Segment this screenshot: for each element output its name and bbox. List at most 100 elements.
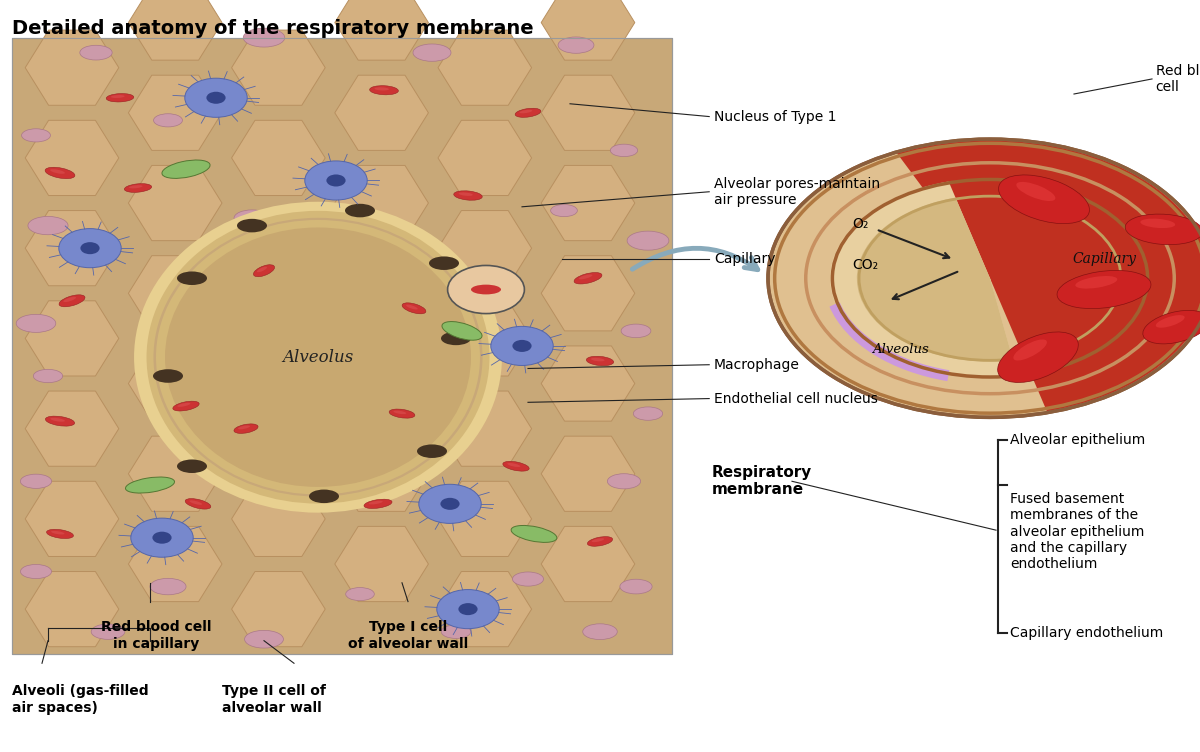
Polygon shape <box>438 481 532 556</box>
Ellipse shape <box>190 500 202 505</box>
Polygon shape <box>128 346 222 421</box>
Ellipse shape <box>998 175 1090 223</box>
Ellipse shape <box>20 565 52 578</box>
Ellipse shape <box>634 407 662 420</box>
Ellipse shape <box>1126 214 1200 244</box>
Polygon shape <box>128 256 222 331</box>
Polygon shape <box>232 301 325 376</box>
Circle shape <box>458 603 478 615</box>
Text: Capillary endothelium: Capillary endothelium <box>1010 626 1164 640</box>
Ellipse shape <box>458 193 473 196</box>
Text: Red blood cell
in capillary: Red blood cell in capillary <box>101 620 211 650</box>
Circle shape <box>206 92 226 104</box>
Polygon shape <box>438 572 532 647</box>
Ellipse shape <box>128 185 143 188</box>
Ellipse shape <box>1016 182 1055 201</box>
Polygon shape <box>232 120 325 196</box>
Text: Capillary: Capillary <box>714 253 775 266</box>
Ellipse shape <box>587 356 613 365</box>
Ellipse shape <box>47 529 73 538</box>
Ellipse shape <box>402 303 426 314</box>
Ellipse shape <box>162 160 210 178</box>
Ellipse shape <box>91 624 125 639</box>
Ellipse shape <box>1057 271 1151 308</box>
Text: Fused basement
membranes of the
alveolar epithelium
and the capillary
endotheliu: Fused basement membranes of the alveolar… <box>1010 493 1145 571</box>
Ellipse shape <box>406 305 418 310</box>
Text: Type I cell
of alveolar wall: Type I cell of alveolar wall <box>348 620 468 650</box>
Ellipse shape <box>50 169 65 174</box>
Ellipse shape <box>138 207 498 508</box>
Ellipse shape <box>454 191 482 200</box>
Text: Alveolus: Alveolus <box>282 349 354 365</box>
Text: Nucleus of Type 1: Nucleus of Type 1 <box>714 110 836 123</box>
Ellipse shape <box>590 358 605 361</box>
Polygon shape <box>232 481 325 556</box>
Polygon shape <box>438 301 532 376</box>
Ellipse shape <box>20 475 52 488</box>
Polygon shape <box>541 526 635 602</box>
Ellipse shape <box>430 256 458 270</box>
Polygon shape <box>541 165 635 241</box>
Ellipse shape <box>80 45 112 60</box>
Ellipse shape <box>551 205 577 217</box>
Polygon shape <box>232 572 325 647</box>
Circle shape <box>440 498 460 510</box>
Ellipse shape <box>52 531 65 535</box>
Circle shape <box>419 484 481 523</box>
Text: CO₂: CO₂ <box>852 258 878 271</box>
Ellipse shape <box>374 87 389 90</box>
Ellipse shape <box>17 314 55 332</box>
Ellipse shape <box>511 526 557 542</box>
Text: O₂: O₂ <box>852 217 869 231</box>
Polygon shape <box>438 120 532 196</box>
Circle shape <box>152 532 172 544</box>
Ellipse shape <box>583 624 617 639</box>
Ellipse shape <box>346 204 374 217</box>
Circle shape <box>131 518 193 557</box>
Ellipse shape <box>310 490 340 503</box>
Ellipse shape <box>515 108 541 117</box>
Polygon shape <box>541 346 635 421</box>
Ellipse shape <box>628 231 668 250</box>
Ellipse shape <box>592 538 604 542</box>
Polygon shape <box>335 0 428 60</box>
Ellipse shape <box>442 322 482 340</box>
Polygon shape <box>541 75 635 150</box>
Polygon shape <box>128 0 222 60</box>
Ellipse shape <box>442 332 470 345</box>
Ellipse shape <box>364 499 392 508</box>
Text: Capillary: Capillary <box>1072 253 1136 266</box>
Ellipse shape <box>178 459 208 473</box>
Circle shape <box>768 139 1200 417</box>
Polygon shape <box>232 391 325 466</box>
Ellipse shape <box>234 210 270 226</box>
Polygon shape <box>128 165 222 241</box>
Text: Alveolar epithelium: Alveolar epithelium <box>1010 433 1146 447</box>
Ellipse shape <box>234 424 258 433</box>
Ellipse shape <box>46 416 74 426</box>
Ellipse shape <box>512 572 544 586</box>
Polygon shape <box>25 301 119 376</box>
Ellipse shape <box>28 217 68 235</box>
Ellipse shape <box>244 28 284 47</box>
Ellipse shape <box>107 93 133 102</box>
Ellipse shape <box>245 630 283 648</box>
Ellipse shape <box>442 625 470 638</box>
Ellipse shape <box>1075 276 1117 289</box>
Ellipse shape <box>607 474 641 489</box>
Ellipse shape <box>413 44 451 62</box>
Ellipse shape <box>1156 315 1184 328</box>
Polygon shape <box>335 256 428 331</box>
Ellipse shape <box>34 369 62 383</box>
Polygon shape <box>541 256 635 331</box>
Polygon shape <box>438 30 532 105</box>
Polygon shape <box>25 481 119 556</box>
Wedge shape <box>857 198 1013 362</box>
Text: Alveolus: Alveolus <box>871 343 929 356</box>
Ellipse shape <box>154 369 184 383</box>
Ellipse shape <box>154 114 182 127</box>
Ellipse shape <box>50 418 65 422</box>
Ellipse shape <box>418 444 446 458</box>
Text: Endothelial cell nucleus: Endothelial cell nucleus <box>714 392 878 405</box>
Polygon shape <box>25 120 119 196</box>
